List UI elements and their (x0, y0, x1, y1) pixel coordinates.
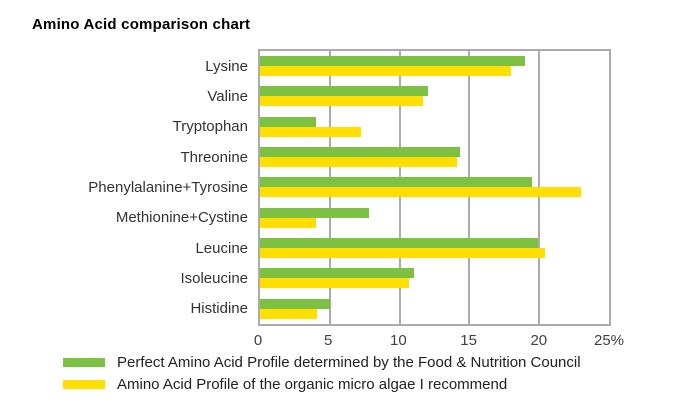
category-label: Methionine+Cystine (115, 209, 248, 227)
bar-algae-profile (260, 66, 512, 76)
legend-label: Amino Acid Profile of the organic micro … (117, 376, 508, 393)
legend-swatch-icon (63, 380, 105, 389)
bar-perfect-profile (260, 116, 316, 127)
bar-perfect-profile (260, 56, 526, 66)
legend-item: Amino Acid Profile of the organic micro … (63, 376, 507, 393)
x-tick-label: 10 (390, 332, 407, 349)
category-label: Leucine (195, 239, 248, 257)
bar-algae-profile (260, 217, 316, 228)
bar-perfect-profile (260, 86, 428, 97)
bar-algae-profile (260, 126, 361, 137)
bar-algae-profile (260, 156, 457, 167)
bar-perfect-profile (260, 298, 330, 309)
bar-group (260, 81, 609, 111)
bar-algae-profile (260, 187, 582, 198)
category-label: Isoleucine (180, 269, 248, 287)
bar-perfect-profile (260, 207, 369, 218)
bar-perfect-profile (260, 268, 414, 279)
x-tick-label: 15 (460, 332, 477, 349)
x-tick-label: 25% (593, 332, 625, 349)
category-axis: Lysine Valine Tryptophan Threonine Phenylala… (0, 51, 248, 324)
bar-algae-profile (260, 96, 424, 107)
bar-group (260, 142, 609, 172)
bar-perfect-profile (260, 177, 533, 188)
bar-algae-profile (260, 278, 410, 289)
bar-perfect-profile (260, 237, 538, 248)
legend-item: Perfect Amino Acid Profile determined by… (63, 354, 581, 371)
x-tick-label: 5 (324, 332, 333, 349)
x-tick-label: 20 (530, 332, 548, 349)
category-label: Tryptophan (172, 118, 248, 136)
category-label: Phenylalanine+Tyrosine (88, 178, 248, 196)
chart-title: Amino Acid comparison chart (32, 16, 251, 33)
bar-group (260, 233, 609, 263)
category-label: Histidine (190, 300, 248, 318)
legend-label: Perfect Amino Acid Profile determined by… (117, 354, 581, 371)
bar-group (260, 263, 609, 293)
bar-group (260, 294, 609, 324)
bar-algae-profile (260, 308, 318, 319)
bar-group (260, 172, 609, 202)
legend-swatch-icon (63, 358, 105, 367)
bar-group (260, 203, 609, 233)
bar-group (260, 112, 609, 142)
bar-algae-profile (260, 247, 545, 258)
category-label: Lysine (205, 57, 248, 75)
category-label: Valine (207, 87, 248, 105)
plot-area (258, 49, 611, 326)
x-tick-label: 0 (253, 332, 263, 349)
bar-perfect-profile (260, 146, 460, 157)
category-label: Threonine (180, 148, 248, 166)
bar-group (260, 51, 609, 81)
